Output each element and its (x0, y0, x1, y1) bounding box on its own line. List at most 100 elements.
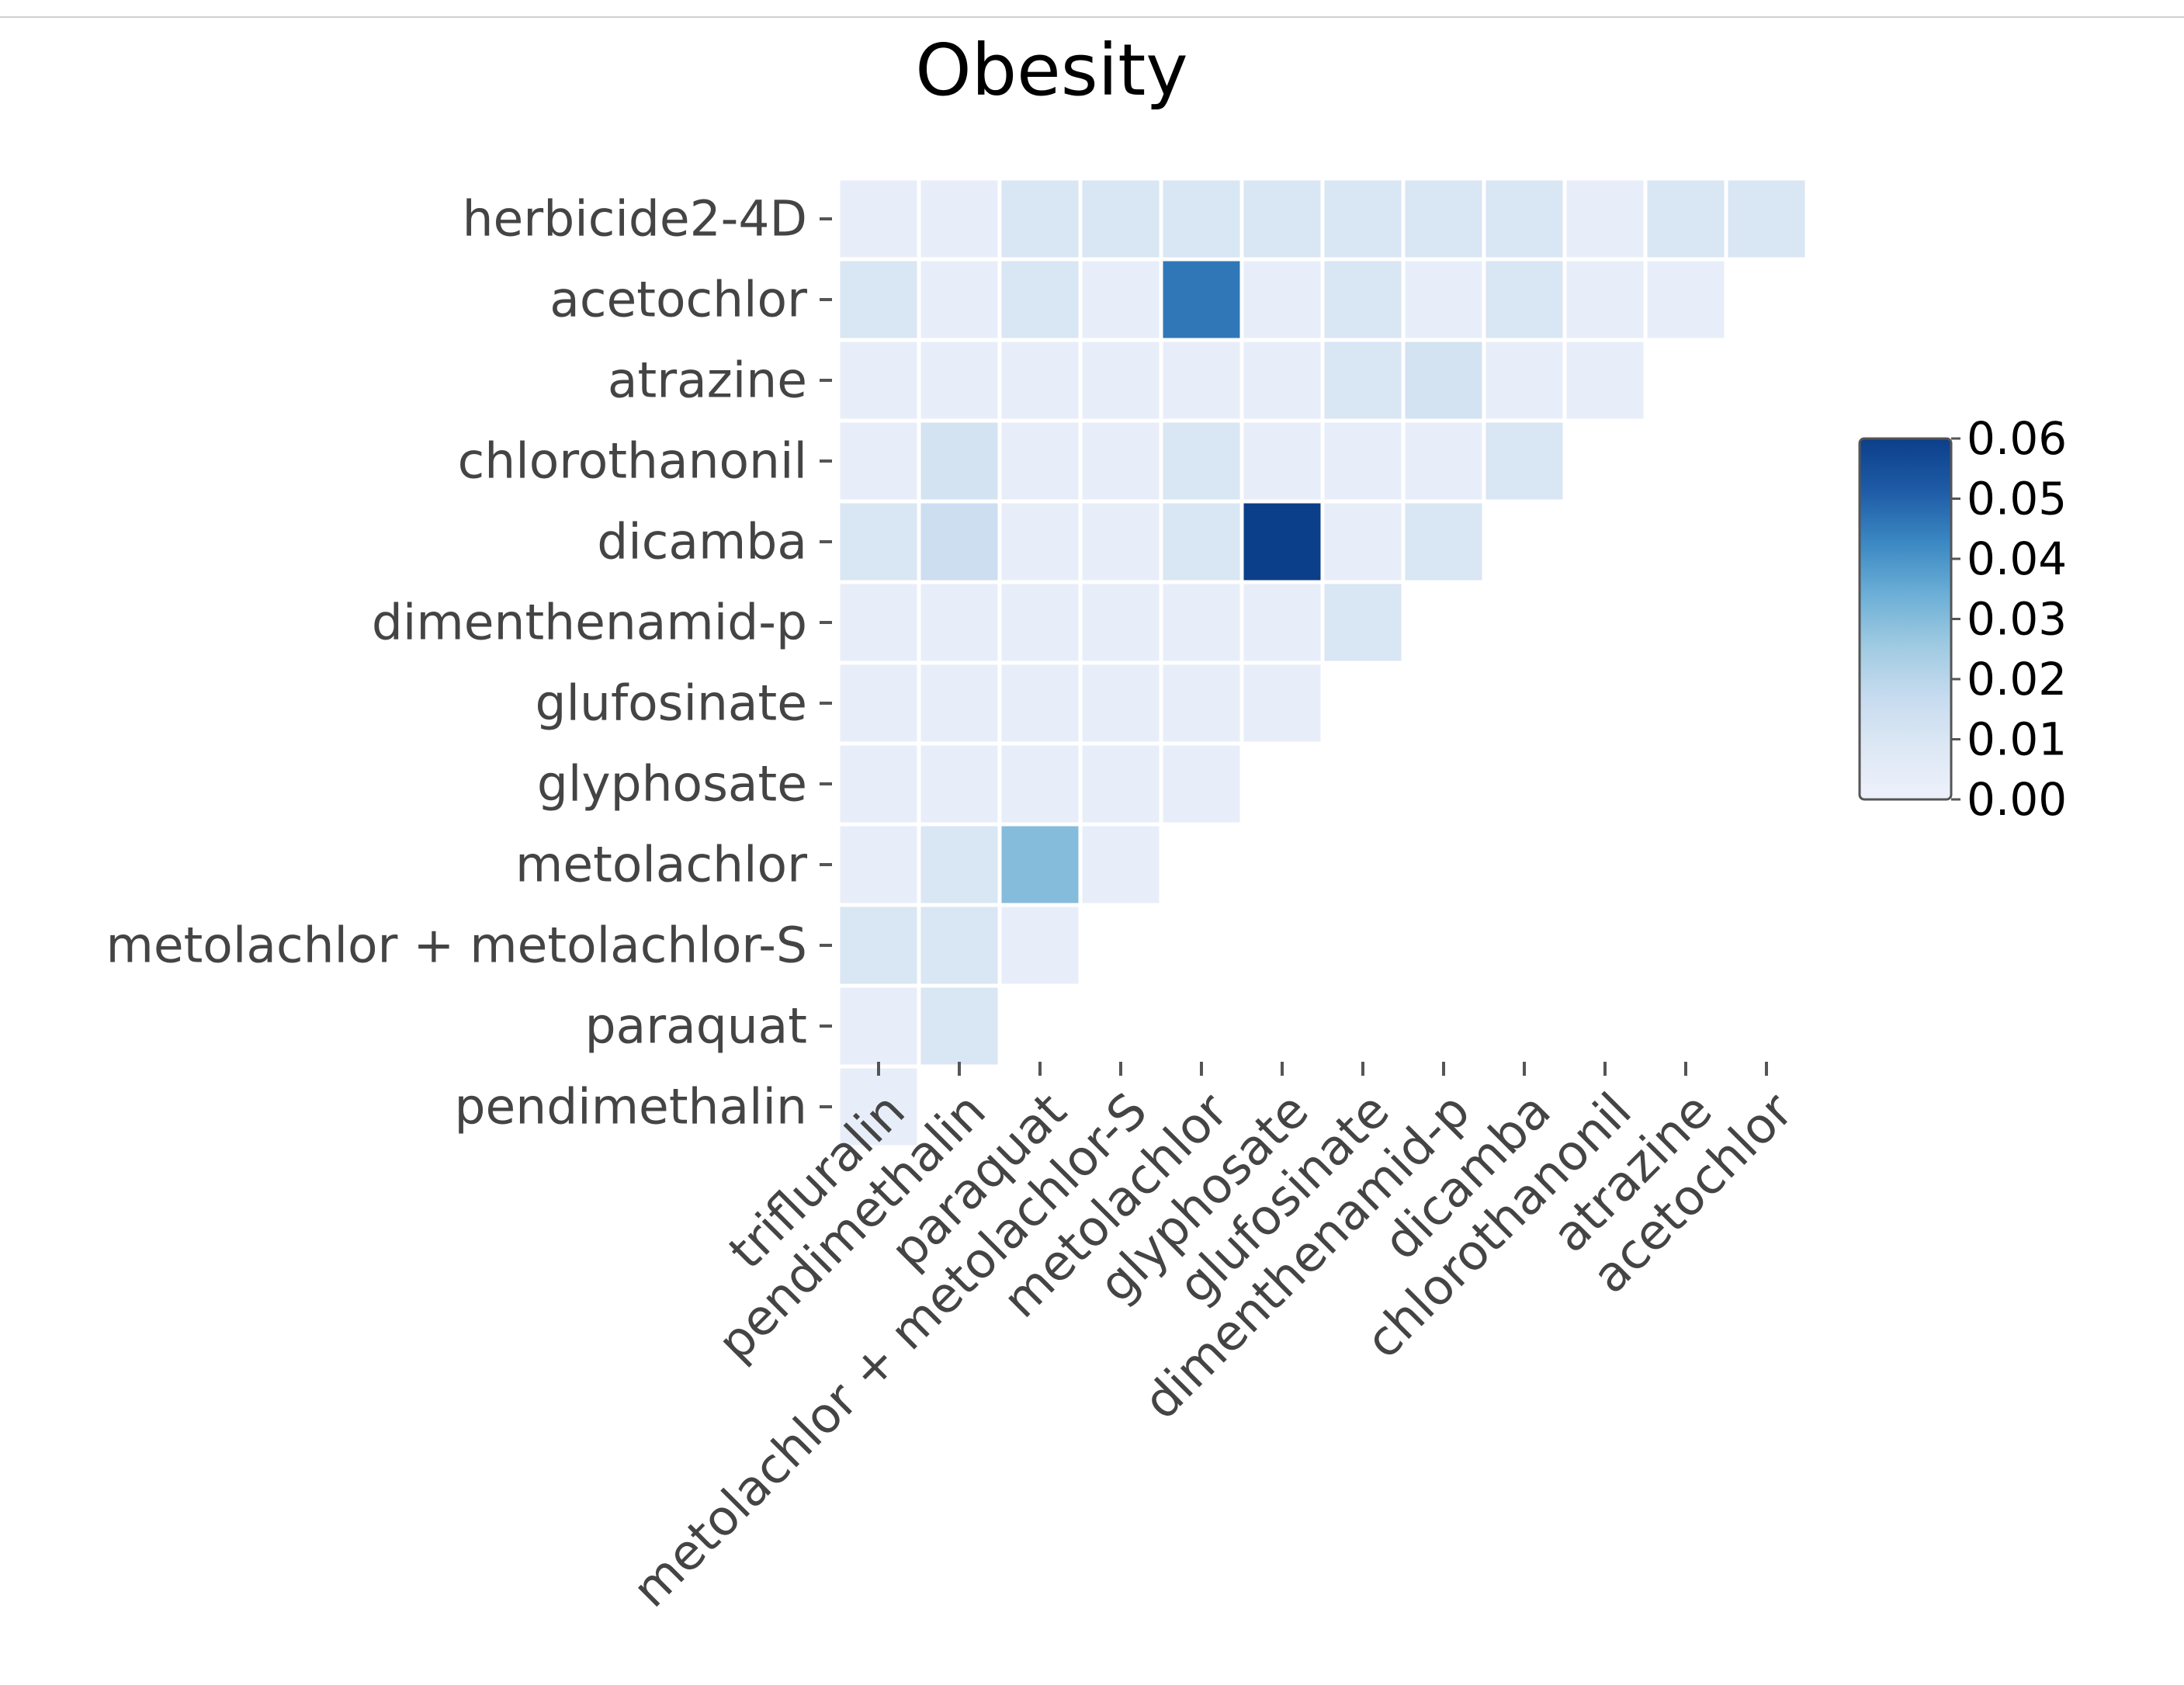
y-tick-label: atrazine (608, 352, 807, 409)
heatmap-cell (1320, 176, 1406, 262)
heatmap-cell (1562, 176, 1648, 262)
colorbar-tick-label: 0.06 (1967, 412, 2067, 465)
heatmap-cell (1239, 418, 1325, 504)
colorbar-tick-label: 0.03 (1967, 593, 2067, 646)
heatmap-cell (1239, 338, 1325, 423)
heatmap-cell (997, 822, 1083, 907)
heatmap-cell (1159, 176, 1244, 262)
heatmap-cell (1320, 418, 1406, 504)
heatmap-cell (1078, 257, 1163, 342)
heatmap-cell (836, 257, 921, 342)
heatmap-cell (836, 499, 921, 584)
y-tick-label: metolachlor + metolachlor-S (106, 917, 807, 974)
colorbar-tick-label: 0.05 (1967, 473, 2067, 525)
heatmap-cell (1078, 418, 1163, 504)
heatmap-cell (1159, 660, 1244, 746)
colorbar-tick-label: 0.01 (1967, 713, 2067, 766)
colorbar-gradient (1860, 439, 1951, 799)
heatmap-cell (1078, 499, 1163, 584)
heatmap-cell (1401, 499, 1486, 584)
heatmap-cell (997, 257, 1083, 342)
colorbar-tick-label: 0.00 (1967, 773, 2067, 826)
heatmap-cell (1401, 257, 1486, 342)
heatmap-cell (836, 983, 921, 1069)
heatmap-cell (1643, 176, 1728, 262)
heatmap-cell (836, 903, 921, 988)
colorbar-ticks: 0.00 0.01 0.02 0.03 0.04 0.05 0.06 (1951, 412, 2067, 826)
heatmap-cell (836, 176, 921, 262)
colorbar-tick-label: 0.02 (1967, 653, 2067, 706)
heatmap-cell (1482, 338, 1567, 423)
heatmap-cell (917, 660, 1002, 746)
heatmap-cell (1078, 660, 1163, 746)
heatmap-cell (1482, 176, 1567, 262)
heatmap-cell (1159, 741, 1244, 827)
heatmap-cell (1643, 257, 1728, 342)
heatmap-cell (1078, 176, 1163, 262)
heatmap-cell (1401, 418, 1486, 504)
heatmap-cell (1401, 338, 1486, 423)
heatmap-cell (1482, 257, 1567, 342)
heatmap-cell (997, 338, 1083, 423)
y-tick-label: acetochlor (549, 272, 807, 328)
heatmap-cell (1320, 338, 1406, 423)
heatmap-cell (1159, 338, 1244, 423)
heatmap-cell (997, 580, 1083, 665)
heatmap-cell (1239, 176, 1325, 262)
heatmap-cell (1078, 338, 1163, 423)
chart-title: Obesity (915, 29, 1187, 112)
heatmap-cell (917, 822, 1002, 907)
heatmap-cell (997, 660, 1083, 746)
heatmap-cell (917, 418, 1002, 504)
x-axis: trifluralinpendimethalinparaquatmetolach… (622, 1062, 1804, 1618)
heatmap-cell (836, 660, 921, 746)
heatmap-cells (836, 176, 1809, 1149)
heatmap-cell (1078, 822, 1163, 907)
heatmap-cell (917, 257, 1002, 342)
y-tick-label: glufosinate (536, 675, 807, 732)
heatmap-cell (1482, 418, 1567, 504)
heatmap-cell (1159, 257, 1244, 342)
heatmap-cell (997, 741, 1083, 827)
heatmap-cell (836, 822, 921, 907)
heatmap-cell (917, 983, 1002, 1069)
heatmap-cell (1401, 176, 1486, 262)
y-tick-label: dicamba (597, 514, 807, 570)
y-tick-label: glyphosate (537, 756, 807, 813)
heatmap-cell (1320, 580, 1406, 665)
heatmap-cell (917, 903, 1002, 988)
heatmap-cell (1078, 580, 1163, 665)
colorbar-tick-label: 0.04 (1967, 532, 2067, 585)
heatmap-cell (1724, 176, 1809, 262)
heatmap-cell (917, 741, 1002, 827)
heatmap-cell (1239, 257, 1325, 342)
colorbar: 0.00 0.01 0.02 0.03 0.04 0.05 0.06 (1858, 412, 2067, 826)
heatmap-cell (1159, 580, 1244, 665)
heatmap-cell (836, 580, 921, 665)
heatmap-cell (1562, 338, 1648, 423)
heatmap-cell (1239, 580, 1325, 665)
heatmap-cell (836, 418, 921, 504)
y-tick-label: herbicide2-4D (463, 191, 807, 248)
heatmap-cell (1159, 418, 1244, 504)
heatmap-cell (1320, 257, 1406, 342)
heatmap-cell (917, 338, 1002, 423)
heatmap-cell (997, 176, 1083, 262)
y-tick-label: chlorothanonil (458, 433, 807, 490)
y-tick-label: pendimethalin (455, 1079, 807, 1135)
heatmap-cell (1239, 660, 1325, 746)
heatmap-cell (836, 338, 921, 423)
heatmap-cell (917, 499, 1002, 584)
heatmap-cell (917, 580, 1002, 665)
y-axis: herbicide2-4D acetochlor atrazine chlorotha… (106, 191, 832, 1135)
y-tick-label: metolachlor (515, 837, 807, 893)
heatmap-cell (1320, 499, 1406, 584)
heatmap-cell (836, 1064, 921, 1149)
y-tick-label: paraquat (585, 998, 807, 1055)
heatmap-cell (997, 903, 1083, 988)
heatmap-cell (997, 418, 1083, 504)
heatmap-cell (1239, 499, 1325, 584)
heatmap-cell (1078, 741, 1163, 827)
heatmap-cell (836, 741, 921, 827)
